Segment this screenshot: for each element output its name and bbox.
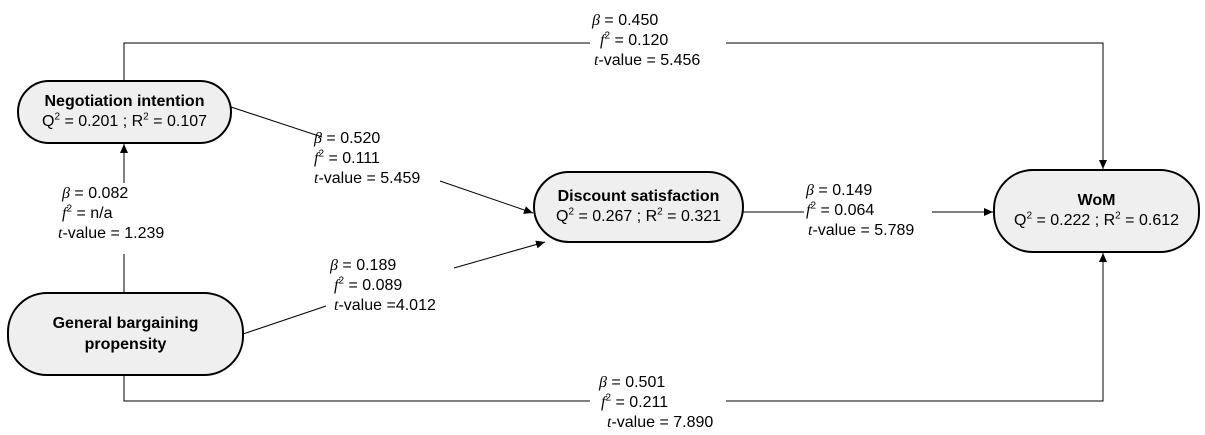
label-general-to-negotiation: β = 0.082 f2 = n/a t-value = 1.239 — [58, 184, 164, 244]
label-general-to-wom: β = 0.501 f2 = 0.211 t-value = 7.890 — [599, 373, 713, 433]
edge-general-to-wom — [123, 375, 590, 402]
f2-line: f2 = 0.120 — [600, 30, 669, 49]
label-general-to-discount: β = 0.189 f2 = 0.089 t-value =4.012 — [330, 256, 436, 316]
f2-line: f2 = 0.111 — [314, 148, 380, 167]
f2-line: f2 = 0.089 — [334, 275, 403, 294]
t-line: t-value = 7.890 — [607, 414, 714, 431]
node-negotiation-intention: Negotiation intention Q2 = 0.201 ; R2 = … — [17, 80, 232, 144]
edge-negotiation-to-wom — [123, 42, 590, 80]
t-line: t-value = 5.459 — [314, 170, 421, 187]
edge-negotiation-to-discount — [230, 106, 323, 138]
edge-general-to-discount-tail — [453, 240, 546, 269]
beta-line: β = 0.450 — [592, 12, 659, 29]
beta-line: β = 0.149 — [806, 182, 873, 199]
f2-line: f2 = 0.211 — [601, 392, 669, 411]
node-stats: Q2 = 0.222 ; R2 = 0.612 — [1013, 210, 1180, 229]
f2-line: f2 = n/a — [62, 203, 113, 222]
t-line: t-value = 5.456 — [594, 52, 701, 69]
beta-line: β = 0.189 — [330, 257, 397, 274]
node-discount-satisfaction: Discount satisfaction Q2 = 0.267 ; R2 = … — [533, 171, 744, 243]
t-line: t-value = 5.789 — [808, 222, 915, 239]
node-stats: Q2 = 0.201 ; R2 = 0.107 — [41, 111, 208, 130]
beta-line: β = 0.501 — [599, 374, 666, 391]
edge-negotiation-to-wom-tail — [726, 42, 1107, 169]
t-line: t-value =4.012 — [334, 297, 436, 314]
edge-general-to-discount — [242, 305, 327, 335]
f2-line: f2 = 0.064 — [806, 200, 875, 219]
node-stats: Q2 = 0.267 ; R2 = 0.321 — [555, 206, 722, 225]
beta-line: β = 0.520 — [314, 130, 381, 147]
node-title-line1: General bargaining — [52, 315, 199, 332]
edge-negotiation-to-discount-tail — [439, 180, 534, 214]
node-wom: WoM Q2 = 0.222 ; R2 = 0.612 — [993, 169, 1200, 253]
beta-line: β = 0.082 — [62, 185, 129, 202]
label-negotiation-to-discount: β = 0.520 f2 = 0.111 t-value = 5.459 — [314, 129, 420, 189]
edge-general-to-wom-tail — [726, 253, 1107, 402]
node-title: Negotiation intention — [44, 93, 205, 110]
t-line: t-value = 1.239 — [58, 225, 165, 242]
node-title: WoM — [1077, 192, 1116, 209]
node-title: Discount satisfaction — [557, 188, 720, 205]
node-title-line2: propensity — [84, 336, 167, 353]
label-negotiation-to-wom: β = 0.450 f2 = 0.120 t-value = 5.456 — [592, 11, 700, 71]
label-discount-to-wom: β = 0.149 f2 = 0.064 t-value = 5.789 — [806, 181, 914, 241]
node-general-bargaining-propensity: General bargaining propensity — [7, 292, 244, 376]
